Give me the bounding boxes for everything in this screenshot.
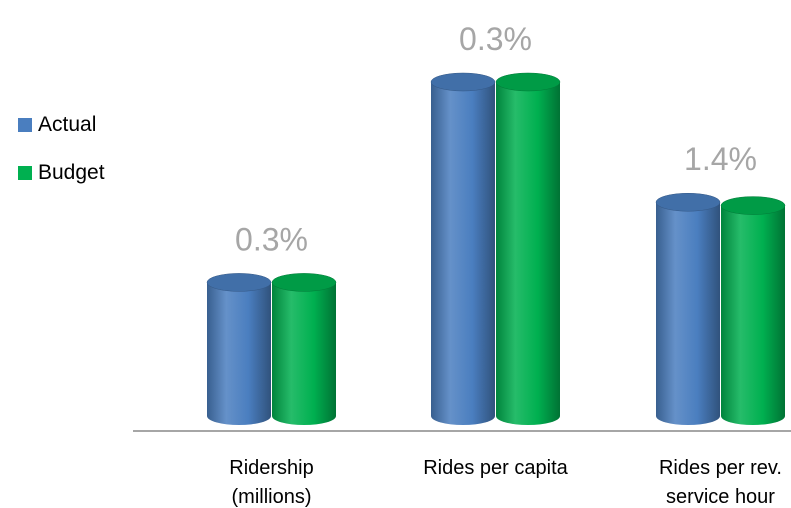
legend-item-actual: Actual: [18, 112, 105, 138]
legend: Actual Budget: [18, 112, 105, 208]
legend-label-budget: Budget: [38, 161, 105, 184]
category-label-1: Rides per capita: [423, 457, 568, 479]
legend-label-actual: Actual: [38, 113, 97, 136]
bar-budget-1: [495, 72, 561, 425]
legend-swatch-budget: [18, 166, 32, 180]
bar-actual-2: [655, 192, 721, 425]
category-label-0: Ridership (millions): [229, 457, 313, 508]
percent-label-1: 0.3%: [459, 21, 532, 57]
bar-budget-2: [720, 196, 786, 425]
category-label-2: Rides per rev. service hour: [659, 457, 782, 508]
percent-label-0: 0.3%: [235, 221, 308, 257]
bar-actual-0: [206, 273, 272, 425]
legend-swatch-actual: [18, 118, 32, 132]
percent-label-2: 1.4%: [684, 141, 757, 177]
legend-item-budget: Budget: [18, 160, 105, 186]
bar-budget-0: [271, 273, 337, 425]
bar-actual-1: [430, 72, 496, 425]
